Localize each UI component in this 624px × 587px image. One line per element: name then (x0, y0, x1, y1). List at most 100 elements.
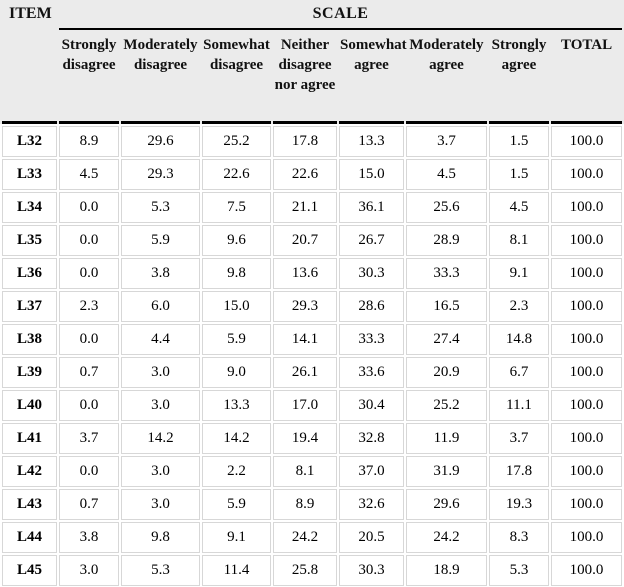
value-cell: 100.0 (551, 390, 623, 421)
table-row: L44 3.8 9.8 9.1 24.2 20.5 24.2 8.3 100.0 (2, 522, 623, 553)
column-header: TOTAL (551, 32, 623, 124)
value-cell: 9.1 (489, 258, 549, 289)
value-cell: 13.6 (273, 258, 337, 289)
table-row: L43 0.7 3.0 5.9 8.9 32.6 29.6 19.3 100.0 (2, 489, 623, 520)
column-header: Strongly agree (489, 32, 549, 124)
value-cell: 17.0 (273, 390, 337, 421)
value-cell: 18.9 (406, 555, 487, 586)
value-cell: 5.9 (121, 225, 200, 256)
table-row: L35 0.0 5.9 9.6 20.7 26.7 28.9 8.1 100.0 (2, 225, 623, 256)
column-header: Somewhat disagree (202, 32, 271, 124)
row-label: L39 (2, 357, 57, 388)
value-cell: 4.5 (406, 159, 487, 190)
row-label: L40 (2, 390, 57, 421)
value-cell: 14.2 (121, 423, 200, 454)
column-header: Neither disagree nor agree (273, 32, 337, 124)
value-cell: 6.0 (121, 291, 200, 322)
value-cell: 0.7 (59, 489, 119, 520)
column-header: Strongly disagree (59, 32, 119, 124)
value-cell: 25.8 (273, 555, 337, 586)
value-cell: 26.1 (273, 357, 337, 388)
value-cell: 8.1 (273, 456, 337, 487)
value-cell: 25.2 (406, 390, 487, 421)
value-cell: 30.4 (339, 390, 404, 421)
table-row: L38 0.0 4.4 5.9 14.1 33.3 27.4 14.8 100.0 (2, 324, 623, 355)
value-cell: 36.1 (339, 192, 404, 223)
value-cell: 14.1 (273, 324, 337, 355)
value-cell: 19.3 (489, 489, 549, 520)
value-cell: 2.3 (59, 291, 119, 322)
value-cell: 5.3 (121, 192, 200, 223)
value-cell: 9.8 (202, 258, 271, 289)
value-cell: 0.0 (59, 456, 119, 487)
value-cell: 1.5 (489, 126, 549, 157)
table-row: L39 0.7 3.0 9.0 26.1 33.6 20.9 6.7 100.0 (2, 357, 623, 388)
value-cell: 0.7 (59, 357, 119, 388)
value-cell: 100.0 (551, 489, 623, 520)
value-cell: 2.2 (202, 456, 271, 487)
row-label: L43 (2, 489, 57, 520)
value-cell: 5.3 (121, 555, 200, 586)
value-cell: 100.0 (551, 423, 623, 454)
value-cell: 13.3 (202, 390, 271, 421)
table-row: L34 0.0 5.3 7.5 21.1 36.1 25.6 4.5 100.0 (2, 192, 623, 223)
value-cell: 100.0 (551, 225, 623, 256)
table-header-background (0, 0, 624, 124)
value-cell: 26.7 (339, 225, 404, 256)
value-cell: 15.0 (339, 159, 404, 190)
value-cell: 0.0 (59, 390, 119, 421)
table-header: ITEM SCALE Strongly disagree Moderately d… (2, 2, 623, 124)
table-row: L32 8.9 29.6 25.2 17.8 13.3 3.7 1.5 100.0 (2, 126, 623, 157)
value-cell: 30.3 (339, 555, 404, 586)
value-cell: 24.2 (406, 522, 487, 553)
value-cell: 15.0 (202, 291, 271, 322)
value-cell: 28.9 (406, 225, 487, 256)
row-label: L35 (2, 225, 57, 256)
value-cell: 5.9 (202, 489, 271, 520)
value-cell: 8.1 (489, 225, 549, 256)
value-cell: 16.5 (406, 291, 487, 322)
value-cell: 11.4 (202, 555, 271, 586)
value-cell: 2.3 (489, 291, 549, 322)
value-cell: 32.8 (339, 423, 404, 454)
value-cell: 100.0 (551, 291, 623, 322)
value-cell: 6.7 (489, 357, 549, 388)
value-cell: 32.6 (339, 489, 404, 520)
value-cell: 100.0 (551, 555, 623, 586)
value-cell: 0.0 (59, 192, 119, 223)
table-row: L33 4.5 29.3 22.6 22.6 15.0 4.5 1.5 100.0 (2, 159, 623, 190)
value-cell: 13.3 (339, 126, 404, 157)
value-cell: 14.8 (489, 324, 549, 355)
value-cell: 31.9 (406, 456, 487, 487)
column-header: Moderately agree (406, 32, 487, 124)
value-cell: 25.2 (202, 126, 271, 157)
row-label: L38 (2, 324, 57, 355)
table-row: L37 2.3 6.0 15.0 29.3 28.6 16.5 2.3 100.0 (2, 291, 623, 322)
value-cell: 29.3 (121, 159, 200, 190)
value-cell: 3.0 (121, 390, 200, 421)
row-label: L32 (2, 126, 57, 157)
value-cell: 5.3 (489, 555, 549, 586)
row-label: L42 (2, 456, 57, 487)
row-label: L36 (2, 258, 57, 289)
row-label: L33 (2, 159, 57, 190)
value-cell: 9.8 (121, 522, 200, 553)
row-label: L44 (2, 522, 57, 553)
value-cell: 4.5 (489, 192, 549, 223)
value-cell: 100.0 (551, 159, 623, 190)
value-cell: 100.0 (551, 324, 623, 355)
value-cell: 22.6 (273, 159, 337, 190)
value-cell: 9.6 (202, 225, 271, 256)
value-cell: 3.0 (121, 489, 200, 520)
value-cell: 100.0 (551, 258, 623, 289)
value-cell: 24.2 (273, 522, 337, 553)
scale-group-header: SCALE (59, 2, 623, 30)
item-column-header: ITEM (2, 2, 57, 124)
row-label: L34 (2, 192, 57, 223)
value-cell: 5.9 (202, 324, 271, 355)
value-cell: 11.1 (489, 390, 549, 421)
value-cell: 3.0 (121, 456, 200, 487)
value-cell: 3.8 (59, 522, 119, 553)
